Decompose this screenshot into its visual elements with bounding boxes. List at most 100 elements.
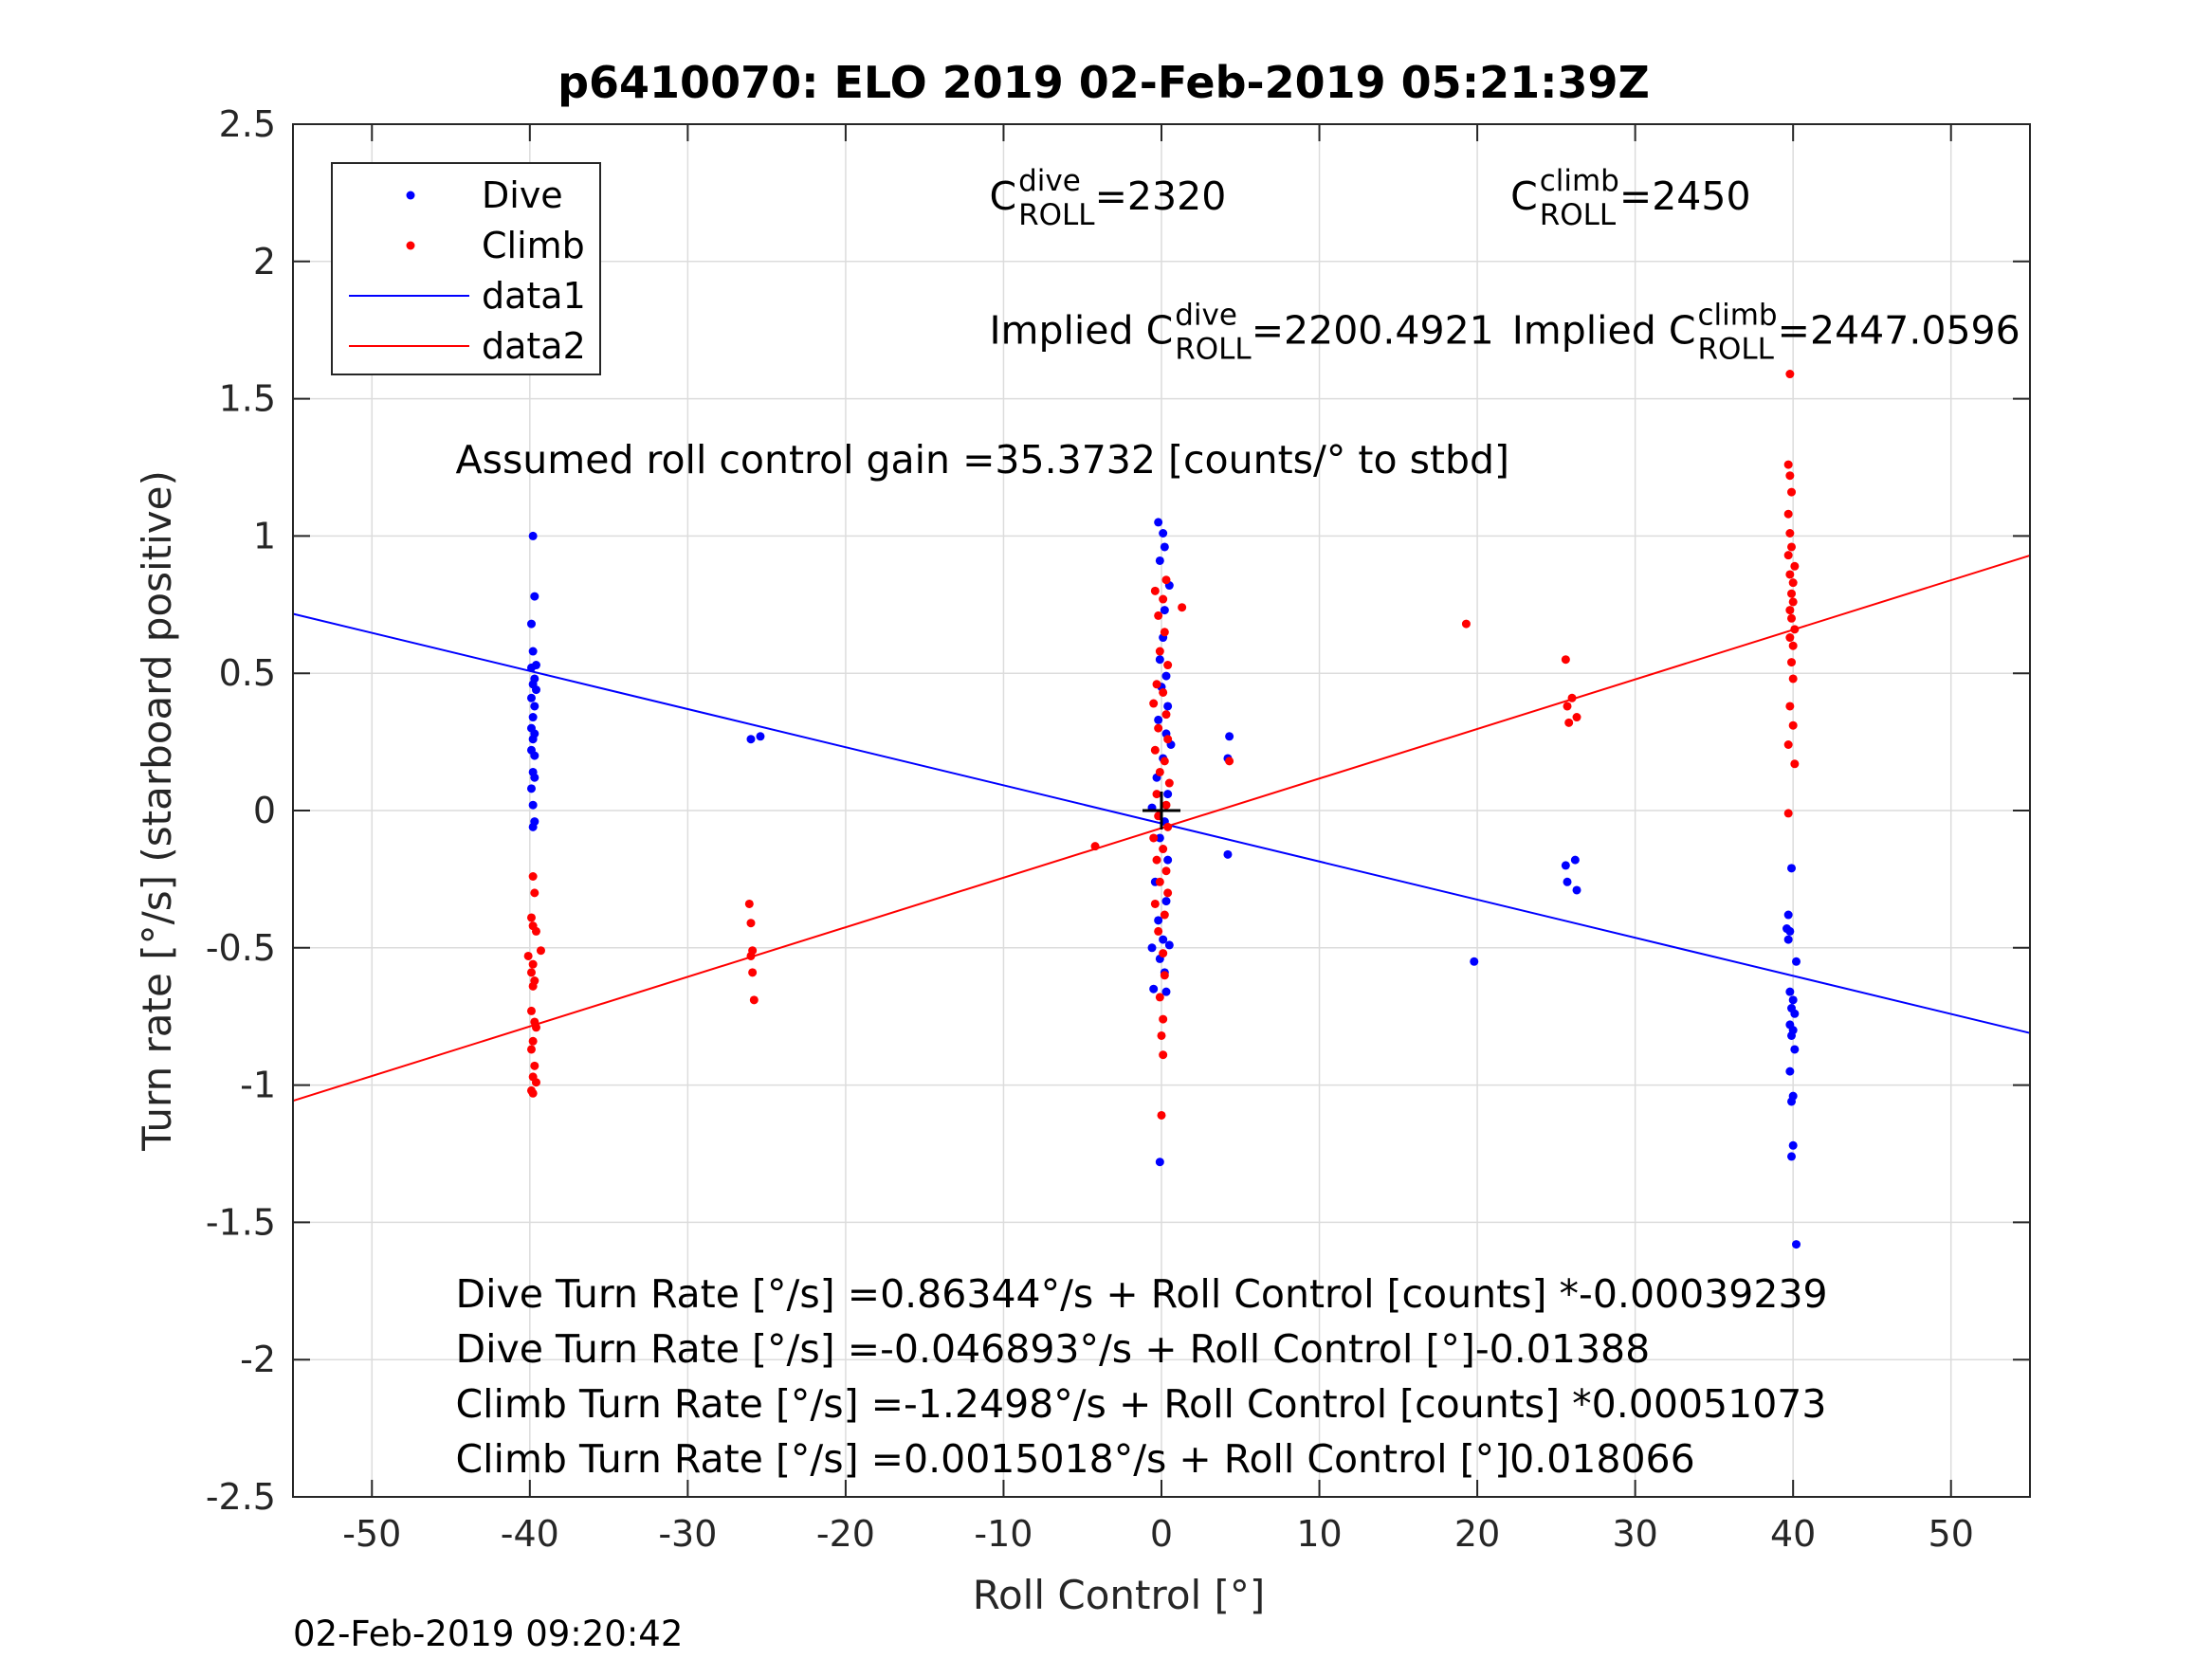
point-dive — [528, 800, 538, 810]
legend-label: data2 — [482, 325, 586, 367]
point-climb — [1572, 713, 1581, 722]
annotation-main: C — [1510, 173, 1538, 219]
point-dive — [526, 784, 536, 793]
point-dive — [528, 735, 538, 744]
point-climb — [1154, 723, 1163, 733]
point-climb — [1783, 551, 1793, 560]
annotation-sub: ROLL — [1697, 333, 1774, 367]
point-dive — [746, 735, 756, 744]
point-climb — [530, 888, 539, 898]
point-dive — [1149, 984, 1159, 994]
x-tick-label: -50 — [342, 1513, 401, 1555]
annotation-main: C — [989, 173, 1016, 219]
point-dive — [1783, 910, 1793, 920]
point-climb — [1157, 1030, 1166, 1040]
point-dive — [1783, 935, 1793, 944]
point-dive — [526, 663, 536, 672]
point-climb — [1159, 949, 1168, 958]
point-climb — [1161, 800, 1171, 810]
point-climb — [1163, 822, 1173, 831]
point-dive — [1159, 935, 1168, 944]
point-climb — [1090, 842, 1100, 851]
point-climb — [1152, 855, 1161, 865]
point-climb — [526, 913, 536, 922]
chart-title: p6410070: ELO 2019 02-Feb-2019 05:21:39Z — [558, 57, 1650, 108]
x-tick-label: 10 — [1296, 1513, 1342, 1555]
point-climb — [531, 1023, 540, 1032]
y-tick-label: -1.5 — [206, 1201, 276, 1243]
point-climb — [749, 995, 759, 1005]
point-climb — [1788, 578, 1798, 588]
point-climb — [526, 968, 536, 977]
point-climb — [528, 1088, 538, 1098]
x-tick-label: -10 — [974, 1513, 1033, 1555]
legend-box — [331, 162, 601, 375]
point-dive — [756, 732, 765, 741]
point-dive — [528, 713, 538, 722]
point-climb — [1785, 633, 1795, 643]
annotation-sub: ROLL — [1540, 198, 1617, 232]
y-tick-label: 2.5 — [219, 103, 276, 145]
point-dive — [1785, 987, 1795, 996]
point-climb — [1152, 680, 1161, 689]
x-tick-label: 50 — [1929, 1513, 1974, 1555]
annotation-eq4: Climb Turn Rate [°/s] =0.0015018°/s + Ro… — [456, 1436, 1695, 1482]
x-tick-label: 40 — [1770, 1513, 1816, 1555]
point-climb — [1149, 833, 1159, 843]
point-climb — [1787, 658, 1797, 667]
point-climb — [1161, 575, 1171, 585]
y-tick-label: -2 — [240, 1339, 276, 1380]
point-dive — [1154, 518, 1163, 527]
annotation-sup: climb — [1697, 299, 1777, 333]
point-dive — [1787, 1097, 1797, 1106]
annotation-eq1: Dive Turn Rate [°/s] =0.86344°/s + Roll … — [456, 1271, 1828, 1317]
point-dive — [528, 647, 538, 656]
annotation-eq3: Climb Turn Rate [°/s] =-1.2498°/s + Roll… — [456, 1381, 1827, 1427]
point-climb — [531, 1078, 540, 1087]
footer-timestamp: 02-Feb-2019 09:20:42 — [293, 1613, 683, 1654]
point-climb — [1154, 926, 1163, 936]
point-climb — [1787, 613, 1797, 623]
point-dive — [1787, 1152, 1797, 1161]
annotation-sub: ROLL — [1018, 198, 1095, 232]
annotation-main: Implied C — [989, 308, 1173, 354]
point-dive — [1161, 897, 1171, 906]
point-dive — [528, 531, 538, 540]
annotation-value: =2450 — [1619, 173, 1751, 219]
point-climb — [528, 1036, 538, 1046]
data-points — [523, 370, 1801, 1249]
point-dive — [531, 685, 540, 695]
point-climb — [1783, 809, 1793, 818]
point-climb — [1160, 910, 1169, 920]
point-climb — [1149, 699, 1159, 708]
point-dive — [1161, 671, 1171, 681]
point-dive — [1155, 556, 1164, 565]
annotation-sub: ROLL — [1175, 333, 1252, 367]
point-climb — [1564, 718, 1574, 727]
point-dive — [1470, 957, 1479, 966]
point-climb — [1152, 790, 1161, 799]
point-dive — [526, 619, 536, 629]
annotation-sup: dive — [1018, 164, 1081, 198]
point-climb — [1785, 606, 1795, 615]
point-climb — [1150, 745, 1160, 755]
legend-marker-climb — [406, 241, 415, 250]
y-tick-label: 0.5 — [219, 652, 276, 694]
y-tick-label: 0 — [253, 790, 276, 831]
y-tick-label: -0.5 — [206, 927, 276, 969]
point-dive — [1155, 655, 1164, 665]
point-climb — [748, 968, 758, 977]
point-climb — [1790, 759, 1800, 769]
point-dive — [1223, 849, 1233, 859]
x-tick-label: -30 — [658, 1513, 717, 1555]
point-climb — [1159, 1014, 1168, 1024]
point-climb — [1155, 993, 1164, 1002]
y-tick-label: -1 — [240, 1065, 276, 1106]
annotation-value: =2320 — [1095, 173, 1227, 219]
point-climb — [1150, 899, 1160, 908]
point-dive — [1147, 943, 1157, 953]
